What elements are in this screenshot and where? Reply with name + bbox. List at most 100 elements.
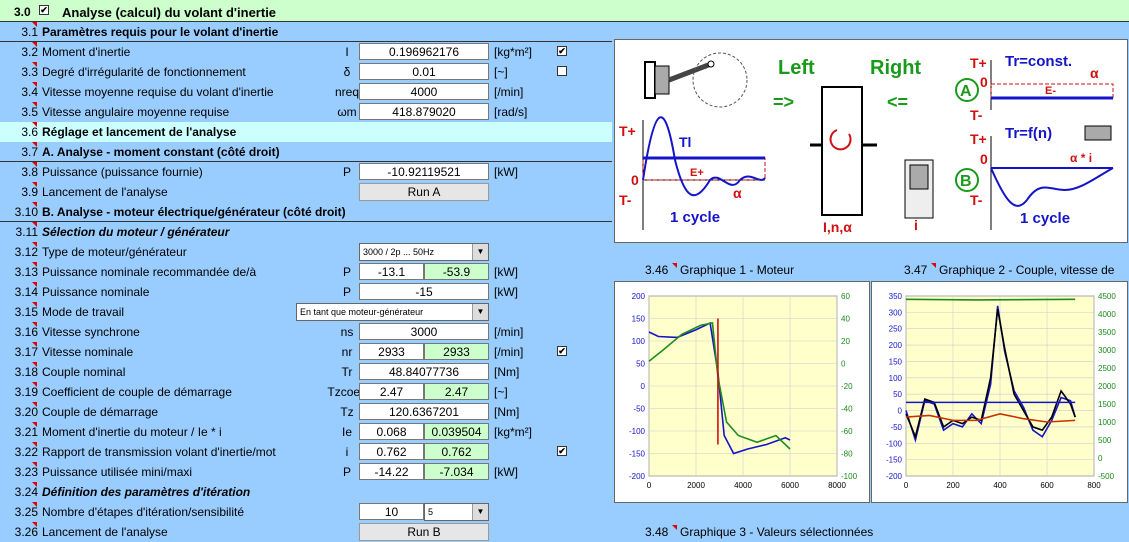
ratio-label: i	[914, 217, 918, 233]
y-left-tick: 0	[898, 407, 903, 416]
row-value[interactable]: -10.92119521	[359, 163, 489, 180]
row-unit: [kg*m²]	[494, 45, 533, 59]
row-label: Paramètres requis pour le volant d'inert…	[42, 25, 279, 39]
row-number: 3.14	[14, 285, 38, 299]
y-left-tick: 50	[893, 390, 902, 399]
alpha-left: α	[733, 185, 742, 201]
row-number: 3.1	[21, 25, 38, 39]
row-number: 3.12	[14, 245, 38, 259]
select-value: 3000 / 2p ... 50Hz	[363, 247, 435, 257]
row-value-1[interactable]: 0.762	[359, 443, 424, 460]
tr-fn-label: Tr=f(n)	[1005, 125, 1052, 142]
y-left-tick: -100	[629, 427, 646, 436]
param-row-3-7: 3.7 A. Analyse - moment constant (côté dr…	[0, 142, 612, 162]
row-value-1[interactable]: 2933	[359, 343, 424, 360]
cycle-left: 1 cycle	[670, 209, 720, 226]
row-value[interactable]: 0.196962176	[359, 43, 489, 60]
comment-marker	[32, 422, 37, 427]
case-a-badge: A	[960, 83, 972, 100]
tplus-right-a: T+	[970, 55, 987, 71]
row-unit: [kW]	[494, 285, 518, 299]
row-value[interactable]: 3000	[359, 323, 489, 340]
row-checkbox[interactable]: ✔	[557, 46, 567, 56]
row-unit: [kg*m²]	[494, 425, 533, 439]
chevron-down-icon: ▼	[472, 304, 488, 320]
tminus-left: T-	[619, 192, 632, 208]
row-unit: [/min]	[494, 85, 524, 99]
row-label: Coefficient de couple de démarrage	[42, 385, 232, 399]
y-left-tick: 50	[636, 360, 645, 369]
row-checkbox[interactable]: ✔	[557, 346, 567, 356]
series-line-0	[905, 298, 1076, 301]
row-value[interactable]: 48.84077736	[359, 363, 489, 380]
row-value[interactable]: 0.01	[359, 63, 489, 80]
series-line-2	[905, 308, 1076, 440]
row-value-1[interactable]: -13.1	[359, 263, 424, 280]
x-tick: 0	[647, 481, 652, 490]
comment-marker	[32, 402, 37, 407]
y-right-tick: -80	[841, 450, 853, 459]
x-tick: 400	[993, 481, 1007, 490]
row-label: Lancement de l'analyse	[42, 185, 168, 199]
run-button[interactable]: Run B	[359, 523, 489, 541]
row-number: 3.11	[15, 225, 38, 239]
y-left-tick: 150	[889, 357, 903, 366]
row-value-1[interactable]: 10	[359, 503, 424, 520]
row-value-2: -53.9	[424, 263, 489, 280]
comment-marker	[32, 22, 37, 27]
comment-marker	[32, 442, 37, 447]
row-select[interactable]: En tant que moteur-générateur ▼	[296, 303, 489, 321]
y-right-tick: -500	[1098, 472, 1115, 481]
y-left-tick: 350	[889, 292, 903, 301]
y-left-tick: -50	[633, 405, 645, 414]
series-line-3	[905, 412, 1076, 423]
eminus-label: E-	[1045, 85, 1056, 97]
row-unit: [/min]	[494, 345, 524, 359]
y-left-tick: -200	[886, 472, 903, 481]
row-value-1[interactable]: -14.22	[359, 463, 424, 480]
y-right-tick: 1500	[1098, 400, 1116, 409]
param-row-3-8: 3.8 Puissance (puissance fournie) P -10.921…	[0, 162, 612, 182]
comment-marker	[32, 282, 37, 287]
row-number: 3.2	[21, 45, 38, 59]
graph2-panel: 350 300 250 200 150 100 50 0 -50 -100 -150 -200 4500…	[871, 281, 1128, 503]
row-value[interactable]: -15	[359, 283, 489, 300]
run-button[interactable]: Run A	[359, 183, 489, 201]
comment-marker	[32, 302, 37, 307]
param-row-3-20: 3.20 Couple de démarrage Tz 120.6367201 [Nm]	[0, 402, 612, 422]
row-symbol: P	[342, 285, 351, 299]
x-tick: 6000	[781, 481, 799, 490]
row-value[interactable]: 418.879020	[359, 103, 489, 120]
flywheel-label: I,n,α	[823, 219, 852, 235]
param-row-3-15: 3.15 Mode de travail En tant que moteur-gé…	[0, 302, 612, 322]
param-row-3-1: 3.1 Paramètres requis pour le volant d'in…	[0, 22, 612, 42]
row-number: 3.9	[21, 185, 38, 199]
sensitivity-select[interactable]: 5 ▼	[424, 503, 489, 521]
label-right: Right	[870, 57, 921, 79]
param-row-3-10: 3.10 B. Analyse - moteur électrique/génér…	[0, 202, 612, 222]
eplus-label: E+	[690, 167, 704, 179]
param-row-3-25: 3.25 Nombre d'étapes d'itération/sensibil…	[0, 502, 612, 522]
row-value[interactable]: 4000	[359, 83, 489, 100]
row-label: Puissance utilisée mini/maxi	[42, 465, 193, 479]
tplus-right-b: T+	[970, 131, 987, 147]
y-left-tick: 150	[632, 315, 646, 324]
section-enable-checkbox[interactable]: ✔	[39, 5, 49, 15]
row-select[interactable]: 3000 / 2p ... 50Hz ▼	[359, 243, 489, 261]
row-value[interactable]: 120.6367201	[359, 403, 489, 420]
row-symbol: ωm	[337, 105, 357, 119]
row-checkbox[interactable]: ✔	[557, 446, 567, 456]
row-value-1[interactable]: 2.47	[359, 383, 424, 400]
param-row-3-26: 3.26 Lancement de l'analyse Run B	[0, 522, 612, 542]
cycle-right: 1 cycle	[1020, 210, 1070, 227]
row-value-2: 0.762	[424, 443, 489, 460]
row-value-1[interactable]: 0.068	[359, 423, 424, 440]
row-checkbox[interactable]	[557, 66, 567, 76]
y-left-tick: -150	[886, 456, 903, 465]
tr-const-label: Tr=const.	[1005, 53, 1072, 70]
param-row-3-9: 3.9 Lancement de l'analyse Run A	[0, 182, 612, 202]
param-row-3-12: 3.12 Type de moteur/générateur 3000 / 2p .…	[0, 242, 612, 262]
case-b-badge: B	[960, 173, 972, 190]
zero-left: 0	[631, 172, 639, 188]
y-right-tick: 3500	[1098, 328, 1116, 337]
